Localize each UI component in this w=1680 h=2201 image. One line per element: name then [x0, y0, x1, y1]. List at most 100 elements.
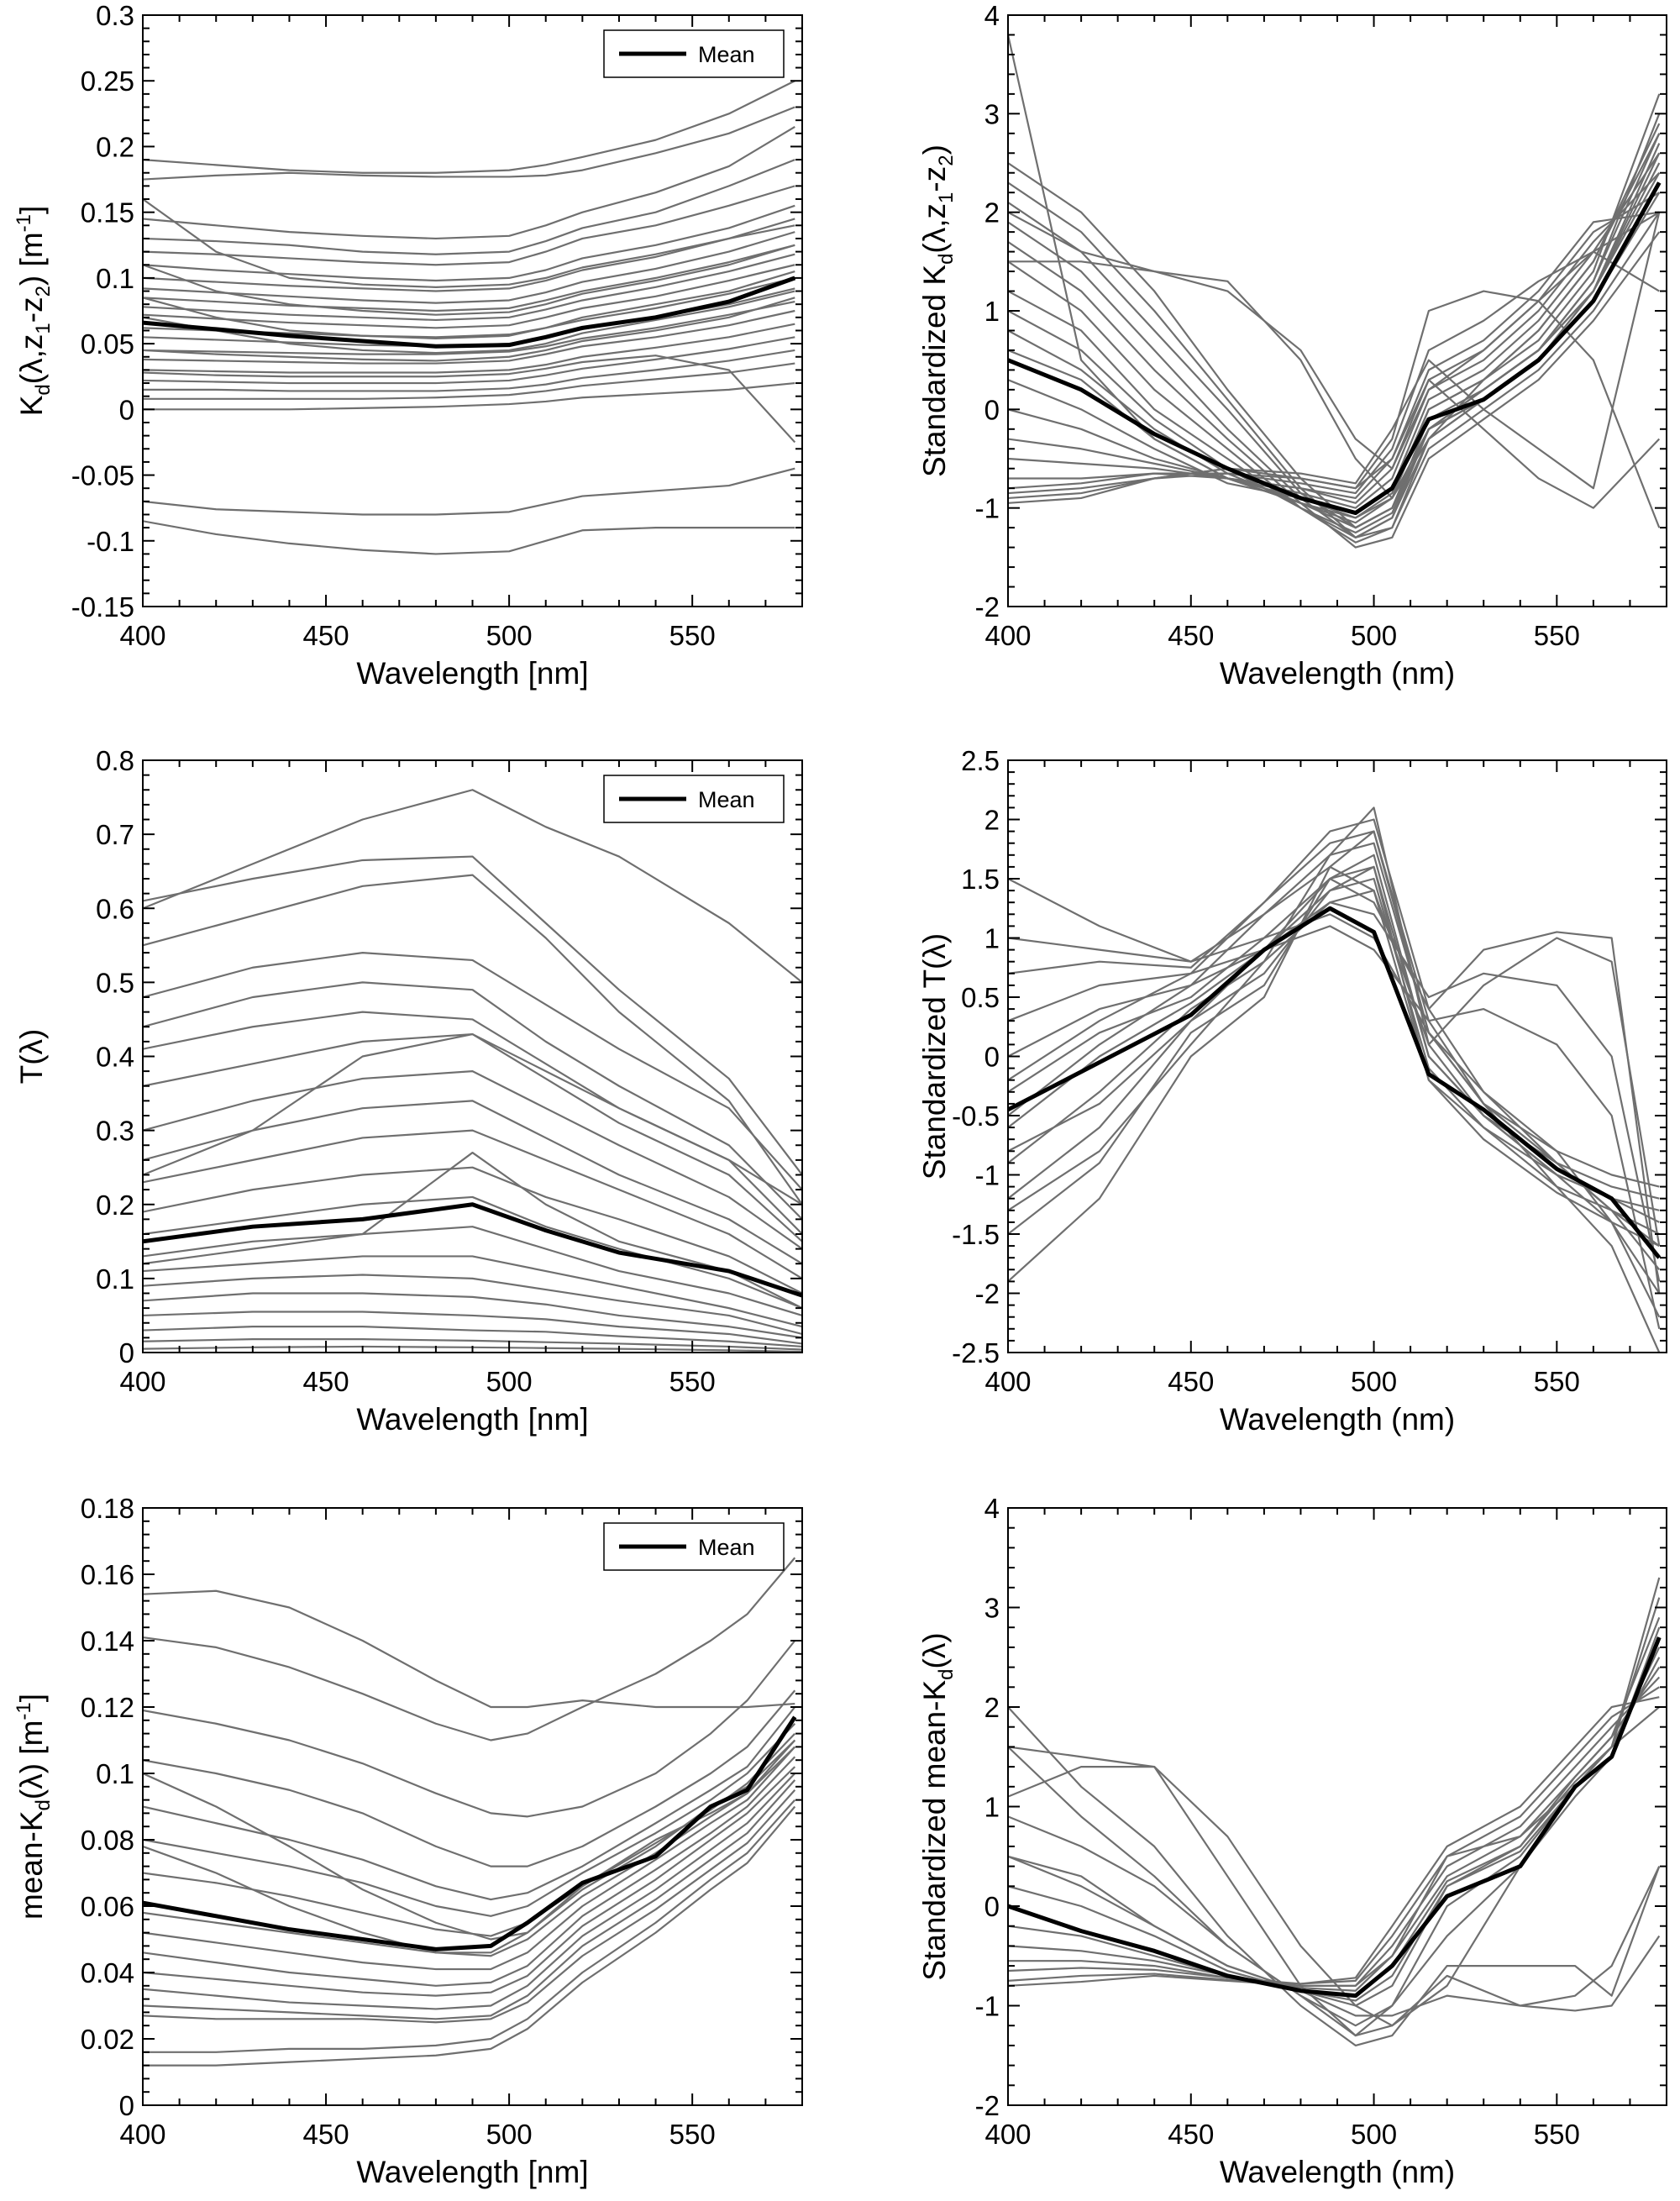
y-tick-label: 0 [119, 2090, 134, 2121]
series-line-25 [143, 297, 795, 362]
y-tick-label: 1.5 [961, 864, 1000, 895]
series-line-12 [143, 1773, 796, 2010]
series-line-18 [143, 349, 795, 392]
series-line-5 [143, 185, 795, 266]
series-line-12 [1008, 1706, 1661, 2046]
series-line-6 [1008, 1657, 1661, 1997]
y-axis-title-part: (λ,z [917, 203, 952, 254]
series-line-11 [143, 1166, 802, 1295]
y-tick-label: 0 [119, 1337, 134, 1368]
y-tick-label: 0.14 [81, 1626, 134, 1657]
y-tick-label: 0 [984, 1042, 1000, 1073]
series-line-23 [143, 271, 795, 339]
x-tick-label: 500 [486, 1366, 533, 1397]
series-group [1008, 806, 1662, 1353]
x-tick-label: 450 [303, 620, 349, 651]
y-axis-title-part: Standardized mean-K [917, 1680, 952, 1981]
y-tick-label: 2 [984, 197, 1000, 229]
y-axis-title: Standardized mean-Kd(λ) [917, 1632, 958, 1980]
series-line-16 [143, 1292, 802, 1339]
y-tick-label: -2.5 [952, 1337, 1000, 1368]
series-line-11 [1008, 93, 1661, 524]
y-tick-label: 0.5 [961, 982, 1000, 1013]
x-axis-title: Wavelength (nm) [1220, 656, 1455, 691]
series-line-4 [143, 1689, 796, 1867]
series-line-14 [1008, 171, 1661, 509]
series-line-2 [1008, 865, 1661, 1318]
y-axis-title-part: d [32, 1799, 55, 1810]
series-line-22 [1008, 211, 1660, 470]
series-line-19 [143, 362, 795, 400]
series-line-13 [143, 1779, 796, 2020]
series-line-14 [1008, 901, 1661, 1282]
chart-kd: 400 450 500 550 -0.15 -0.1 -0.05 0 0.05 0.1 0.15 0.… [13, 0, 803, 691]
x-tick-label: 550 [1534, 620, 1580, 651]
series-line-15 [1008, 925, 1661, 1330]
series-line-6 [143, 1722, 796, 1917]
series-line-15 [1008, 192, 1660, 504]
x-axis-title: Wavelength (nm) [1220, 1402, 1455, 1437]
series-group [143, 1557, 797, 2067]
series-line-7 [143, 1732, 796, 1937]
chart-mean-kd: 400 450 500 550 0 0.02 0.04 0.06 0.08 0.1 0.12 0.14… [13, 1493, 803, 2189]
y-tick-label: 0.05 [81, 328, 134, 360]
series-line-10 [1008, 113, 1661, 529]
y-axis-title-part: Standardized K [917, 265, 952, 477]
y-tick-label: 0.2 [96, 131, 134, 162]
series-line-2 [143, 106, 795, 181]
chart-std-kd: 400 450 500 550 -2 -1 0 1 2 3 4 Wavelength (nm) Stan… [917, 0, 1667, 691]
x-tick-label: 400 [984, 620, 1031, 651]
series-line-10 [1008, 854, 1660, 1235]
series-line-13 [1008, 1746, 1661, 2037]
y-tick-label: 0.4 [96, 1042, 134, 1073]
y-tick-label: 0 [984, 1891, 1000, 1922]
y-tick-label: 2 [984, 805, 1000, 836]
series-group [143, 80, 796, 555]
series-line-8 [143, 1070, 802, 1250]
series-line-1 [143, 1589, 795, 1709]
series-line-10 [143, 1756, 796, 1987]
series-line-20 [143, 381, 795, 411]
series-line-2 [1008, 1597, 1661, 2037]
y-tick-label: 1 [984, 923, 1000, 954]
x-tick-label: 400 [119, 1366, 165, 1397]
y-tick-label: -1 [975, 493, 1000, 524]
series-line-17 [143, 336, 795, 385]
y-tick-label: 0.8 [96, 745, 134, 776]
y-axis-title-part: 2 [935, 155, 958, 165]
series-line-1 [143, 789, 802, 984]
series-line-6 [1008, 865, 1660, 1223]
legend: Mean [603, 1522, 785, 1571]
series-line-14 [143, 1255, 802, 1328]
y-axis-title-part: (λ) [917, 1632, 952, 1668]
series-line-3 [143, 126, 795, 240]
y-tick-label: 0 [984, 394, 1000, 425]
y-axis-title-part: T(λ) [14, 1029, 49, 1085]
series-line-14 [143, 1789, 796, 2024]
series-line-9 [143, 1100, 802, 1265]
series-line-2 [143, 1557, 796, 1741]
y-tick-label: 1 [984, 296, 1000, 327]
series-line-16 [143, 323, 795, 374]
y-tick-label: 0.18 [81, 1493, 134, 1524]
y-axis-title: Standardized T(λ) [917, 933, 952, 1179]
y-tick-label: 2 [984, 1692, 1000, 1723]
series-line-22 [143, 1032, 802, 1206]
y-tick-label: 0.7 [96, 819, 134, 850]
y-tick-label: 0.08 [81, 1825, 134, 1856]
mean-line [143, 1715, 797, 1951]
x-tick-label: 550 [669, 2119, 716, 2150]
y-tick-label: 0.15 [81, 197, 134, 229]
y-tick-label: 4 [984, 1493, 1000, 1524]
y-tick-label: 0.25 [81, 66, 134, 97]
y-tick-label: 0 [119, 394, 134, 425]
x-tick-label: 500 [486, 2119, 533, 2150]
series-line-22 [143, 244, 795, 316]
y-axis-title-part: mean-K [14, 1810, 49, 1920]
y-axis-title-part: (λ,z [14, 334, 49, 385]
series-line-7 [1008, 877, 1660, 1235]
y-axis-title-part: -z [917, 166, 952, 192]
series-line-11 [1008, 1706, 1660, 1987]
y-tick-label: -1.5 [952, 1219, 1000, 1250]
